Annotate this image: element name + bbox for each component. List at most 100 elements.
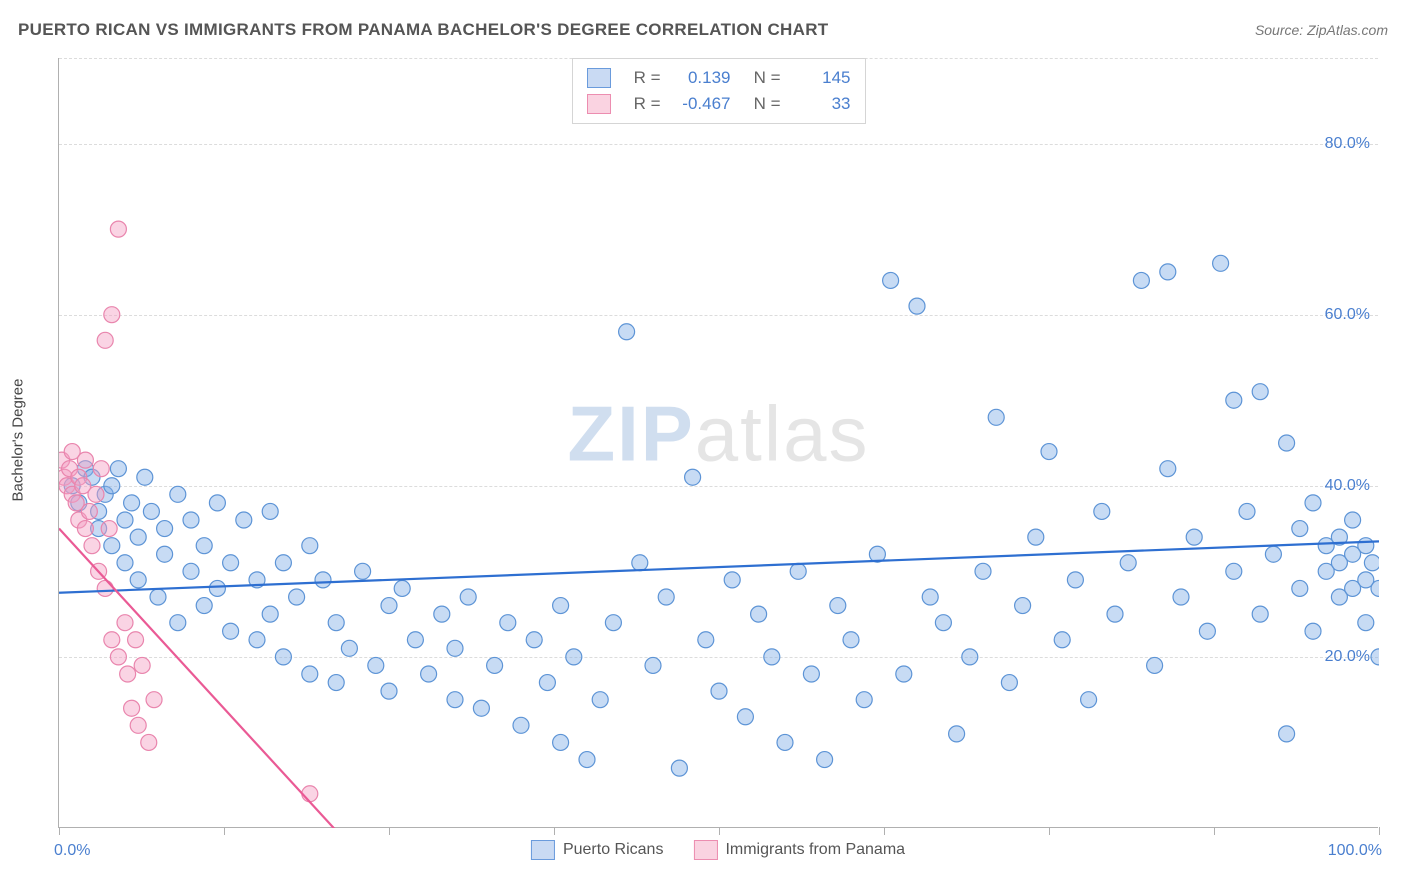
data-point [1292, 580, 1308, 596]
data-point [553, 734, 569, 750]
data-point [1199, 623, 1215, 639]
data-point [935, 615, 951, 631]
data-point [302, 666, 318, 682]
data-point [975, 563, 991, 579]
data-point [1015, 598, 1031, 614]
data-point [236, 512, 252, 528]
data-point [605, 615, 621, 631]
data-point [1358, 615, 1374, 631]
data-point [1160, 461, 1176, 477]
data-point [407, 632, 423, 648]
data-point [1028, 529, 1044, 545]
data-point [97, 580, 113, 596]
data-point [368, 657, 384, 673]
data-point [632, 555, 648, 571]
legend-item-pink: Immigrants from Panama [693, 840, 905, 860]
data-point [134, 657, 150, 673]
legend-bottom: Puerto Ricans Immigrants from Panama [531, 840, 905, 860]
data-point [856, 692, 872, 708]
data-point [1279, 726, 1295, 742]
data-point [104, 478, 120, 494]
swatch-pink [587, 94, 611, 114]
data-point [539, 675, 555, 691]
data-point [1054, 632, 1070, 648]
data-point [275, 555, 291, 571]
data-point [1067, 572, 1083, 588]
source-name: ZipAtlas.com [1307, 22, 1388, 38]
data-point [209, 495, 225, 511]
data-point [223, 555, 239, 571]
data-point [146, 692, 162, 708]
data-point [1001, 675, 1017, 691]
data-point [962, 649, 978, 665]
r-value-pink: -0.467 [671, 91, 731, 117]
data-point [77, 452, 93, 468]
data-point [447, 640, 463, 656]
plot-frame: ZIPatlas 20.0%40.0%60.0%80.0% R = 0.139 … [58, 58, 1378, 828]
data-point [1147, 657, 1163, 673]
data-point [1252, 384, 1268, 400]
data-point [526, 632, 542, 648]
data-point [1186, 529, 1202, 545]
data-point [1120, 555, 1136, 571]
data-point [817, 752, 833, 768]
data-point [764, 649, 780, 665]
data-point [97, 332, 113, 348]
data-point [553, 598, 569, 614]
data-point [262, 606, 278, 622]
data-point [1107, 606, 1123, 622]
data-point [988, 409, 1004, 425]
data-point [355, 563, 371, 579]
data-point [104, 307, 120, 323]
legend-label-pink: Immigrants from Panama [725, 841, 905, 859]
data-point [1226, 392, 1242, 408]
data-point [473, 700, 489, 716]
data-point [645, 657, 661, 673]
data-point [170, 486, 186, 502]
swatch-blue [587, 68, 611, 88]
x-axis-max-label: 100.0% [1328, 842, 1382, 860]
data-point [302, 786, 318, 802]
data-point [566, 649, 582, 665]
data-point [1345, 512, 1361, 528]
data-point [1239, 503, 1255, 519]
data-point [275, 649, 291, 665]
data-point [328, 615, 344, 631]
data-point [128, 632, 144, 648]
swatch-blue [531, 840, 555, 860]
data-point [1371, 649, 1379, 665]
data-point [130, 717, 146, 733]
data-point [117, 512, 133, 528]
data-point [130, 529, 146, 545]
data-point [315, 572, 331, 588]
source-attribution: Source: ZipAtlas.com [1255, 22, 1388, 40]
data-point [751, 606, 767, 622]
data-point [698, 632, 714, 648]
data-point [249, 632, 265, 648]
data-point [830, 598, 846, 614]
x-tick [1214, 827, 1215, 835]
data-point [592, 692, 608, 708]
data-point [84, 538, 100, 554]
data-point [1252, 606, 1268, 622]
data-point [1358, 538, 1374, 554]
x-axis-min-label: 0.0% [54, 842, 90, 860]
x-tick [59, 827, 60, 835]
data-point [513, 717, 529, 733]
data-point [1213, 255, 1229, 271]
data-point [124, 495, 140, 511]
data-point [104, 632, 120, 648]
data-point [500, 615, 516, 631]
data-point [137, 469, 153, 485]
data-point [619, 324, 635, 340]
data-point [289, 589, 305, 605]
data-point [77, 521, 93, 537]
data-point [262, 503, 278, 519]
r-label: R = [621, 65, 661, 91]
data-point [157, 546, 173, 562]
data-point [183, 512, 199, 528]
data-point [117, 555, 133, 571]
data-point [120, 666, 136, 682]
data-point [150, 589, 166, 605]
data-point [843, 632, 859, 648]
